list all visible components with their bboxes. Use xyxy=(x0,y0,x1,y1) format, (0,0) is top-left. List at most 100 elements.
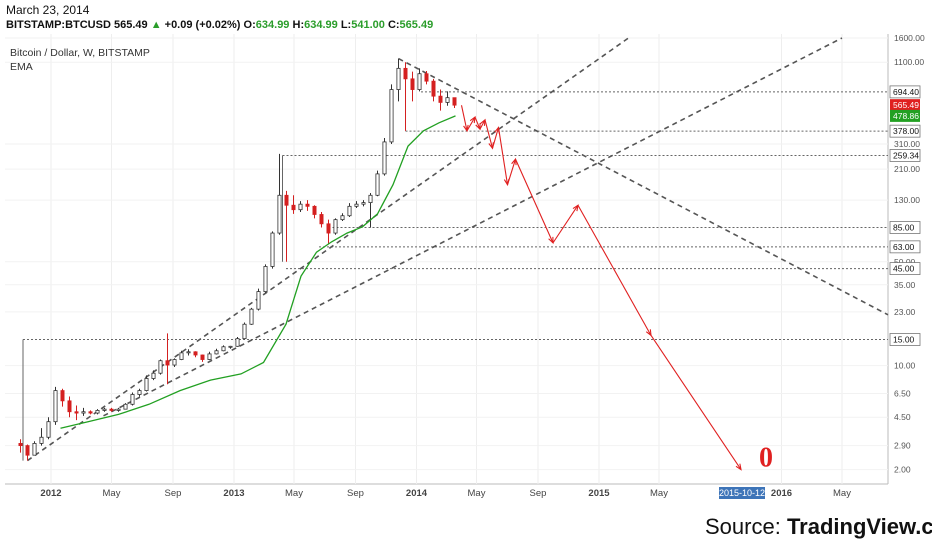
candle-body xyxy=(102,408,107,411)
x-tick-label: 2012 xyxy=(40,488,61,499)
x-tick-label: May xyxy=(833,488,851,499)
trendline xyxy=(27,37,629,462)
candle-body xyxy=(249,308,254,325)
projection-segment xyxy=(497,127,509,185)
candle-body xyxy=(284,194,289,206)
x-tick-label: May xyxy=(285,488,303,499)
candle-body xyxy=(291,204,296,211)
level-tag xyxy=(889,85,921,99)
candle-body xyxy=(60,390,65,402)
candle-body xyxy=(32,443,37,456)
y-tick-label: 1600.00 xyxy=(894,33,925,43)
candle-body xyxy=(18,443,23,447)
y-tick-label: 6.50 xyxy=(894,388,911,398)
trendline xyxy=(398,57,889,316)
candle-body xyxy=(403,67,408,80)
projection-segment xyxy=(479,119,486,130)
projection-segment xyxy=(474,116,481,130)
candle-body xyxy=(46,421,51,438)
candle-body xyxy=(298,203,303,211)
candle-body xyxy=(410,78,415,90)
candle-body xyxy=(165,360,170,366)
candle-body xyxy=(137,390,142,395)
projection-segment xyxy=(514,158,554,244)
candle-body xyxy=(431,80,436,97)
candle-body xyxy=(438,95,443,103)
level-tag-label: 45.00 xyxy=(893,264,915,274)
projection-segment xyxy=(460,105,468,131)
candle-body xyxy=(67,400,72,413)
indicator-label: EMA xyxy=(10,61,33,73)
zero-annotation: 0 xyxy=(759,443,773,474)
chart-date: March 23, 2014 xyxy=(6,3,90,17)
y-tick-label: 2.00 xyxy=(894,465,911,475)
low-label: L: xyxy=(340,19,352,31)
y-tick-label: 2.90 xyxy=(894,441,911,451)
candle-body xyxy=(179,352,184,360)
candle-body xyxy=(25,445,30,456)
candle-body xyxy=(326,223,331,234)
high-label: H: xyxy=(292,19,305,31)
candle-body xyxy=(214,350,219,355)
level-tag xyxy=(889,124,921,138)
date-highlight-tag xyxy=(719,487,765,499)
x-tick-label: Sep xyxy=(530,488,547,499)
y-tick-label: 310.00 xyxy=(894,139,920,149)
chart-title: Bitcoin / Dollar, W, BITSTAMP xyxy=(10,47,150,59)
price-tag xyxy=(890,99,920,112)
x-tick-label: May xyxy=(650,488,668,499)
last-price: 565.49 xyxy=(113,19,148,31)
candle-body xyxy=(74,411,79,414)
level-tag-label: 378.00 xyxy=(893,126,919,136)
candle-body xyxy=(200,354,205,360)
level-tag-label: 259.34 xyxy=(893,150,919,160)
candle-body xyxy=(389,89,394,143)
y-tick-label: 1100.00 xyxy=(894,57,924,67)
level-tag xyxy=(889,221,921,234)
candle-body xyxy=(375,173,380,196)
candle-body xyxy=(452,97,457,106)
level-tag xyxy=(889,333,921,346)
price-change: +0.09 (+0.02%) xyxy=(164,19,241,31)
projection-segment xyxy=(650,335,742,470)
x-tick-label: 2014 xyxy=(406,488,428,499)
candle-body xyxy=(361,202,366,205)
high-value: 634.99 xyxy=(304,19,338,31)
x-tick-label: 2015 xyxy=(588,488,610,499)
candle-body xyxy=(81,411,86,414)
level-tag-label: 63.00 xyxy=(893,242,915,252)
source-prefix: Source: xyxy=(705,514,787,539)
candle-body xyxy=(445,97,450,103)
candle-body xyxy=(151,372,156,379)
candle-body xyxy=(88,411,93,414)
projection-arrowhead xyxy=(735,463,742,471)
low-value: 541.00 xyxy=(351,19,385,31)
x-tick-label: May xyxy=(468,488,486,499)
y-tick-label: 23.00 xyxy=(894,307,916,317)
x-tick-label: May xyxy=(103,488,121,499)
projection-segment xyxy=(577,204,652,336)
level-tag xyxy=(889,149,921,162)
up-arrow-icon: ▲ xyxy=(150,19,162,31)
y-tick-label: 35.00 xyxy=(894,280,916,290)
candle-body xyxy=(354,203,359,207)
candle-body xyxy=(270,232,275,267)
candle-body xyxy=(144,378,149,391)
candle-body xyxy=(333,219,338,234)
x-tick-label: Sep xyxy=(347,488,364,499)
candle-body xyxy=(235,338,240,347)
projection-segment xyxy=(466,116,476,132)
projection-segment xyxy=(552,204,579,244)
date-highlight-label: 2015-10-12 xyxy=(719,488,765,498)
candle-body xyxy=(305,203,310,207)
price-tag-label: 565.49 xyxy=(893,100,919,110)
candle-body xyxy=(382,141,387,175)
level-tag-label: 694.40 xyxy=(893,87,919,97)
candle-body xyxy=(340,215,345,221)
price-tag xyxy=(890,109,920,122)
candle-body xyxy=(116,408,121,411)
candle-body xyxy=(158,360,163,374)
y-tick-label: 50.00 xyxy=(894,257,916,267)
candle-body xyxy=(347,205,352,217)
